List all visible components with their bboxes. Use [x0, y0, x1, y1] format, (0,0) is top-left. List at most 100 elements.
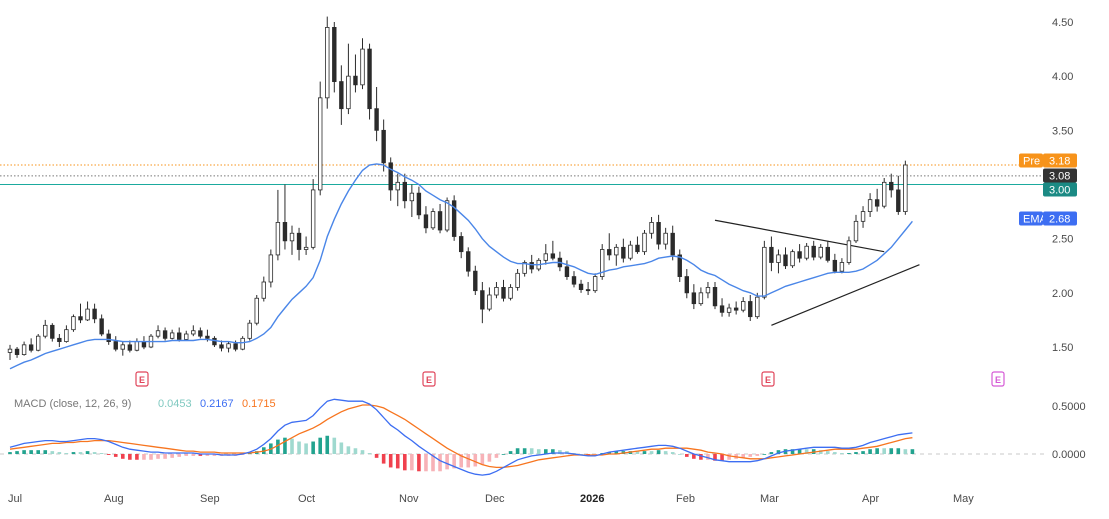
- candle: [600, 244, 605, 280]
- macd-histogram-bar: [283, 437, 287, 454]
- candle: [832, 253, 838, 274]
- macd-histogram-bar: [699, 454, 703, 460]
- candle: [423, 206, 429, 234]
- candle: [437, 204, 443, 234]
- candle: [705, 282, 711, 299]
- macd-histogram-bar: [487, 454, 492, 462]
- candle-body-down: [621, 246, 626, 259]
- candle-body-up: [289, 232, 295, 242]
- earnings-marker-icon: E: [135, 371, 149, 387]
- macd-histogram-bar: [896, 448, 901, 454]
- candle-body-up: [543, 253, 548, 261]
- candle: [860, 206, 866, 228]
- time-axis-label: Feb: [676, 493, 695, 505]
- candle: [85, 301, 90, 321]
- candle-body-down: [141, 341, 147, 348]
- candle: [578, 279, 584, 293]
- candle-body-down: [198, 330, 203, 337]
- candle: [825, 240, 830, 263]
- horizontal-lines: [0, 164, 1045, 185]
- macd-histogram-bar: [508, 451, 513, 454]
- macd-histogram-bar: [205, 454, 210, 456]
- ema-line: [9, 163, 913, 370]
- candle-body-up: [762, 246, 767, 298]
- candle-body-down: [296, 232, 302, 250]
- candle: [585, 282, 591, 295]
- price-tick-label: 2.50: [1052, 234, 1073, 246]
- candle: [550, 240, 556, 261]
- macd-histogram-bar: [854, 452, 858, 454]
- candle: [698, 287, 704, 306]
- candle-body-down: [719, 305, 725, 313]
- candle: [430, 208, 436, 230]
- candle-body-up: [776, 254, 781, 263]
- macd-histogram-bar: [480, 454, 485, 465]
- time-axis-label: May: [953, 493, 974, 505]
- time-axis: Jul Aug Sep Oct Nov Dec 2026 Feb Mar Apr May: [8, 493, 974, 505]
- candle: [261, 276, 266, 302]
- price-tag-value-box: [1043, 153, 1077, 168]
- candle-body-down: [811, 245, 816, 258]
- candle: [494, 282, 499, 299]
- candle: [395, 173, 400, 207]
- macd-histogram-bar: [889, 448, 894, 454]
- candle-body-up: [663, 232, 668, 245]
- candle-body-down: [684, 276, 689, 294]
- price-tag-label-box: [1019, 153, 1043, 168]
- macd-histogram-bar: [353, 448, 358, 454]
- candle: [296, 227, 302, 261]
- candle: [36, 334, 41, 352]
- price-tag-value-box: [1043, 211, 1077, 226]
- candle: [677, 249, 682, 282]
- candle: [339, 65, 344, 125]
- candle-body-down: [14, 348, 20, 355]
- macd-histogram-bar: [395, 454, 400, 469]
- candle-body-down: [113, 341, 118, 350]
- macd-histogram-bar: [452, 454, 456, 469]
- candle-body-up: [642, 232, 647, 253]
- candle: [71, 314, 76, 332]
- price-tag-label-box: [1019, 211, 1043, 226]
- candle: [628, 240, 633, 261]
- time-axis-label: Apr: [862, 493, 879, 505]
- macd-histogram-bar: [170, 454, 174, 458]
- candle: [896, 175, 901, 215]
- candle: [310, 179, 316, 250]
- macd-histogram-bar: [544, 449, 548, 454]
- candle-body-down: [282, 222, 288, 242]
- candle-body-up: [184, 333, 189, 340]
- macd-histogram-bar: [29, 450, 33, 454]
- candle: [783, 247, 788, 269]
- macd-histogram-bar: [290, 438, 294, 454]
- price-tag-value: 3.08: [1049, 171, 1070, 183]
- candle: [748, 295, 753, 321]
- macd-histogram-bar: [727, 454, 731, 460]
- candle: [289, 225, 295, 255]
- candle: [882, 178, 887, 209]
- candle: [473, 265, 478, 295]
- candle: [254, 295, 259, 326]
- macd-histogram-bar: [804, 449, 809, 454]
- macd-tick-label: 0.5000: [1052, 401, 1086, 413]
- macd-histogram-bar: [692, 454, 696, 459]
- macd-histogram-bar: [57, 452, 62, 454]
- candle-body-down: [783, 254, 788, 267]
- price-tag-label: EMA: [1023, 214, 1048, 226]
- candle-body-up: [487, 294, 492, 310]
- candle: [120, 341, 125, 356]
- candle-body-down: [99, 318, 104, 335]
- candle: [487, 287, 492, 312]
- candle: [691, 284, 697, 310]
- candle-body-down: [92, 308, 97, 320]
- candle: [162, 327, 168, 341]
- candle: [621, 238, 626, 263]
- candle-body-down: [50, 324, 55, 339]
- macd-histogram-bar: [149, 454, 153, 460]
- macd-histogram-bar: [64, 453, 69, 454]
- candle: [741, 297, 746, 313]
- candle-body-up: [705, 287, 711, 294]
- macd-axis: 0.5000 0.0000: [1052, 401, 1086, 461]
- candle: [176, 327, 182, 342]
- macd-histogram-bar: [536, 449, 541, 454]
- macd-histogram-bar: [840, 453, 844, 454]
